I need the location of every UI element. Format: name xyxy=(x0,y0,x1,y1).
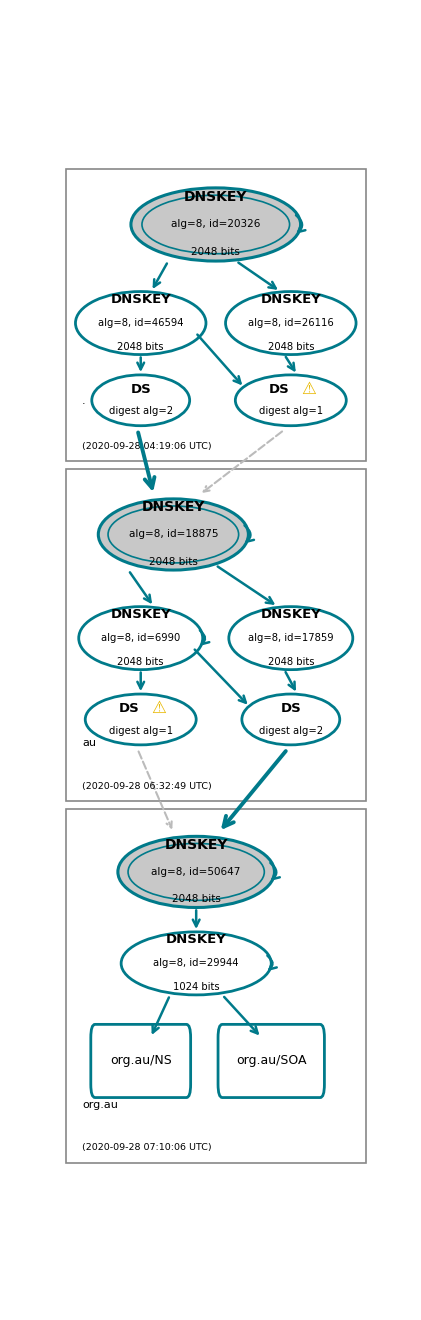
Text: alg=8, id=20326: alg=8, id=20326 xyxy=(171,219,261,230)
Ellipse shape xyxy=(235,375,346,426)
Text: ⚠: ⚠ xyxy=(151,700,166,717)
Text: org.au/NS: org.au/NS xyxy=(110,1055,172,1068)
Text: alg=8, id=29944: alg=8, id=29944 xyxy=(153,958,239,969)
Text: DNSKEY: DNSKEY xyxy=(184,190,248,203)
Text: alg=8, id=26116: alg=8, id=26116 xyxy=(248,318,334,329)
Text: 2048 bits: 2048 bits xyxy=(172,894,221,904)
Text: (2020-09-28 07:10:06 UTC): (2020-09-28 07:10:06 UTC) xyxy=(82,1143,212,1152)
Text: 2048 bits: 2048 bits xyxy=(191,247,240,257)
Ellipse shape xyxy=(92,375,190,426)
Text: alg=8, id=50647: alg=8, id=50647 xyxy=(152,867,241,876)
Text: DNSKEY: DNSKEY xyxy=(261,293,321,306)
Text: DNSKEY: DNSKEY xyxy=(165,838,228,851)
Ellipse shape xyxy=(118,837,274,907)
Text: DS: DS xyxy=(269,383,290,396)
FancyBboxPatch shape xyxy=(91,1024,191,1097)
Text: alg=8, id=6990: alg=8, id=6990 xyxy=(101,634,180,643)
Text: DS: DS xyxy=(119,702,140,714)
Text: 2048 bits: 2048 bits xyxy=(117,657,164,667)
Text: au: au xyxy=(82,738,96,748)
Text: DNSKEY: DNSKEY xyxy=(141,500,205,515)
Ellipse shape xyxy=(85,694,196,744)
Text: 2048 bits: 2048 bits xyxy=(149,557,198,566)
Ellipse shape xyxy=(131,187,301,261)
Text: digest alg=1: digest alg=1 xyxy=(109,726,173,735)
Text: digest alg=2: digest alg=2 xyxy=(259,726,323,735)
Text: DNSKEY: DNSKEY xyxy=(261,607,321,620)
Text: .: . xyxy=(82,396,85,407)
Ellipse shape xyxy=(75,292,206,355)
Text: 2048 bits: 2048 bits xyxy=(117,342,164,352)
Ellipse shape xyxy=(98,499,248,570)
Ellipse shape xyxy=(121,932,271,995)
Text: DNSKEY: DNSKEY xyxy=(110,293,171,306)
Text: DS: DS xyxy=(131,383,151,396)
Text: DS: DS xyxy=(280,702,301,714)
FancyBboxPatch shape xyxy=(218,1024,325,1097)
Text: digest alg=2: digest alg=2 xyxy=(109,407,173,417)
Ellipse shape xyxy=(229,607,353,669)
Text: 2048 bits: 2048 bits xyxy=(268,657,314,667)
Text: ⚠: ⚠ xyxy=(301,380,316,399)
Text: 2048 bits: 2048 bits xyxy=(268,342,314,352)
FancyBboxPatch shape xyxy=(66,809,366,1163)
Ellipse shape xyxy=(226,292,356,355)
Text: org.au: org.au xyxy=(82,1100,118,1110)
Text: alg=8, id=17859: alg=8, id=17859 xyxy=(248,634,333,643)
FancyBboxPatch shape xyxy=(66,169,366,461)
FancyBboxPatch shape xyxy=(66,470,366,801)
Text: alg=8, id=18875: alg=8, id=18875 xyxy=(128,529,218,540)
Text: org.au/SOA: org.au/SOA xyxy=(236,1055,306,1068)
Ellipse shape xyxy=(242,694,340,744)
Text: 1024 bits: 1024 bits xyxy=(173,982,219,993)
Text: DNSKEY: DNSKEY xyxy=(166,933,226,946)
Text: (2020-09-28 06:32:49 UTC): (2020-09-28 06:32:49 UTC) xyxy=(82,781,212,791)
Text: DNSKEY: DNSKEY xyxy=(110,607,171,620)
Text: alg=8, id=46594: alg=8, id=46594 xyxy=(98,318,184,329)
Text: digest alg=1: digest alg=1 xyxy=(259,407,323,417)
Ellipse shape xyxy=(79,607,203,669)
Text: (2020-09-28 04:19:06 UTC): (2020-09-28 04:19:06 UTC) xyxy=(82,442,212,451)
